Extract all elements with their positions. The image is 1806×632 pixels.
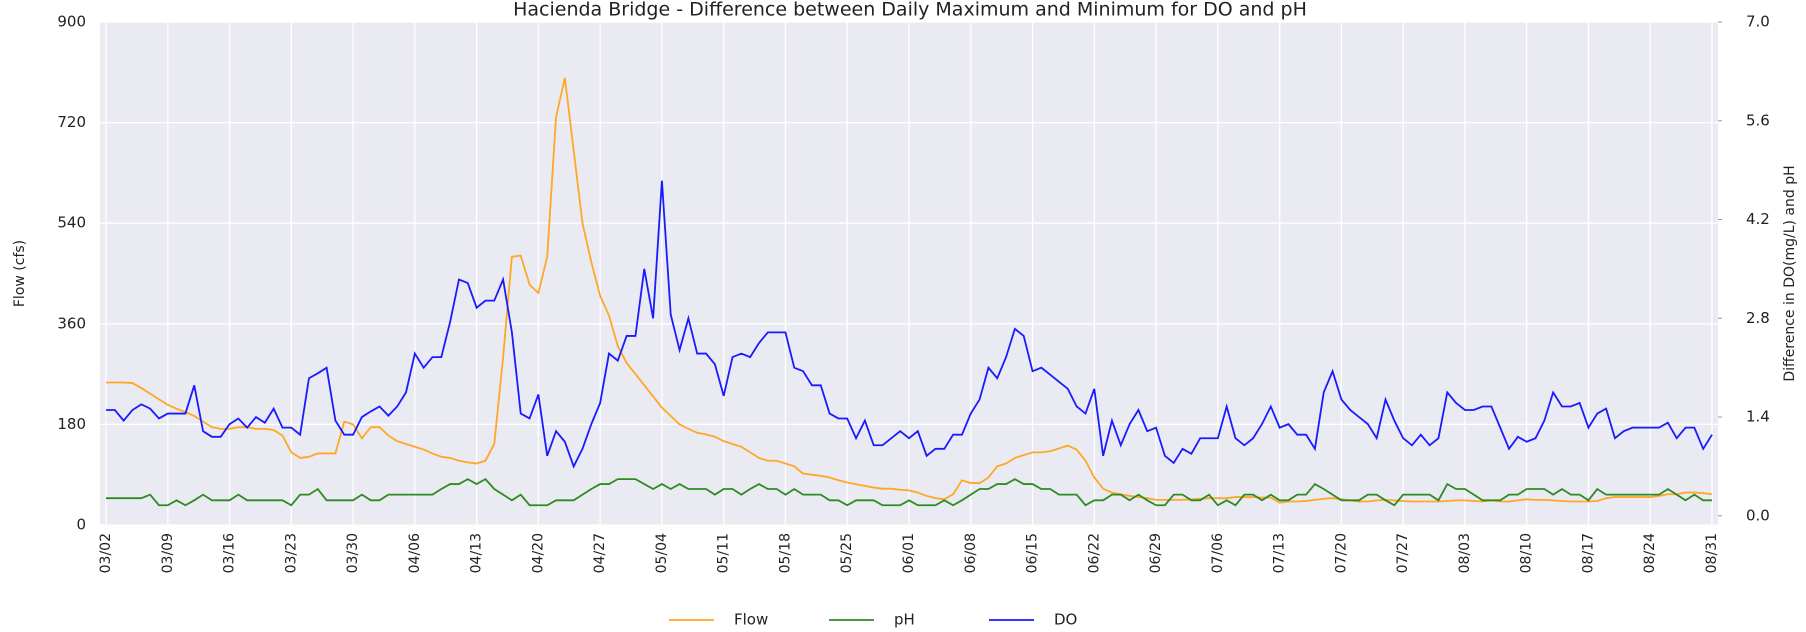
y-axis-label: Flow (cfs) (12, 240, 28, 307)
x-tick-label: 04/13 (469, 533, 485, 573)
x-tick-label: 03/30 (345, 533, 361, 573)
x-tick-label: 05/11 (716, 533, 732, 573)
legend-label: DO (1054, 611, 1077, 629)
y2-tick-label: 1.4 (1746, 408, 1770, 426)
legend-label: Flow (734, 611, 768, 629)
x-tick-label: 07/27 (1395, 533, 1411, 573)
y2-tick-label: 5.6 (1746, 111, 1770, 129)
x-tick-label: 06/29 (1148, 533, 1164, 573)
x-tick-label: 03/09 (160, 533, 176, 573)
x-tick-label: 06/08 (963, 533, 979, 573)
x-tick-label: 05/25 (839, 533, 855, 573)
y2-tick-label: 2.8 (1746, 309, 1770, 327)
x-tick-label: 08/24 (1642, 533, 1658, 573)
y-tick-label: 0 (76, 516, 86, 534)
x-tick-label: 03/16 (222, 533, 238, 573)
series-line (106, 180, 1713, 469)
x-tick-label: 04/06 (407, 533, 423, 573)
y2-axis-label: Difference in DO(mg/L) and pH (1782, 165, 1798, 381)
legend-label: pH (894, 611, 915, 629)
x-tick-label: 04/20 (530, 533, 546, 573)
x-tick-label: 03/02 (98, 533, 114, 573)
series-line (106, 77, 1713, 504)
x-tick-label: 06/22 (1086, 533, 1102, 573)
y-tick-label: 540 (57, 214, 86, 232)
x-tick-label: 04/27 (592, 533, 608, 573)
x-tick-label: 07/06 (1210, 533, 1226, 573)
x-tick-label: 03/23 (283, 533, 299, 573)
x-tick-label: 08/10 (1519, 533, 1535, 573)
y2-tick-label: 7.0 (1746, 13, 1770, 31)
x-tick-label: 06/01 (901, 533, 917, 573)
x-tick-label: 08/31 (1704, 533, 1720, 573)
chart-title: Hacienda Bridge - Difference between Dai… (513, 0, 1307, 21)
y2-tick-label: 4.2 (1746, 210, 1770, 228)
y-tick-label: 720 (57, 113, 86, 131)
y2-tick-label: 0.0 (1746, 506, 1770, 524)
y-tick-label: 900 (57, 13, 86, 31)
x-tick-label: 08/03 (1457, 533, 1473, 573)
y-tick-label: 360 (57, 314, 86, 332)
series-line (106, 478, 1712, 507)
x-tick-label: 05/18 (777, 533, 793, 573)
x-tick-label: 05/04 (654, 533, 670, 573)
x-tick-label: 07/13 (1272, 533, 1288, 573)
x-tick-label: 06/15 (1025, 533, 1041, 573)
x-tick-label: 08/17 (1580, 533, 1596, 573)
y-tick-label: 180 (57, 415, 86, 433)
x-tick-label: 07/20 (1333, 533, 1349, 573)
